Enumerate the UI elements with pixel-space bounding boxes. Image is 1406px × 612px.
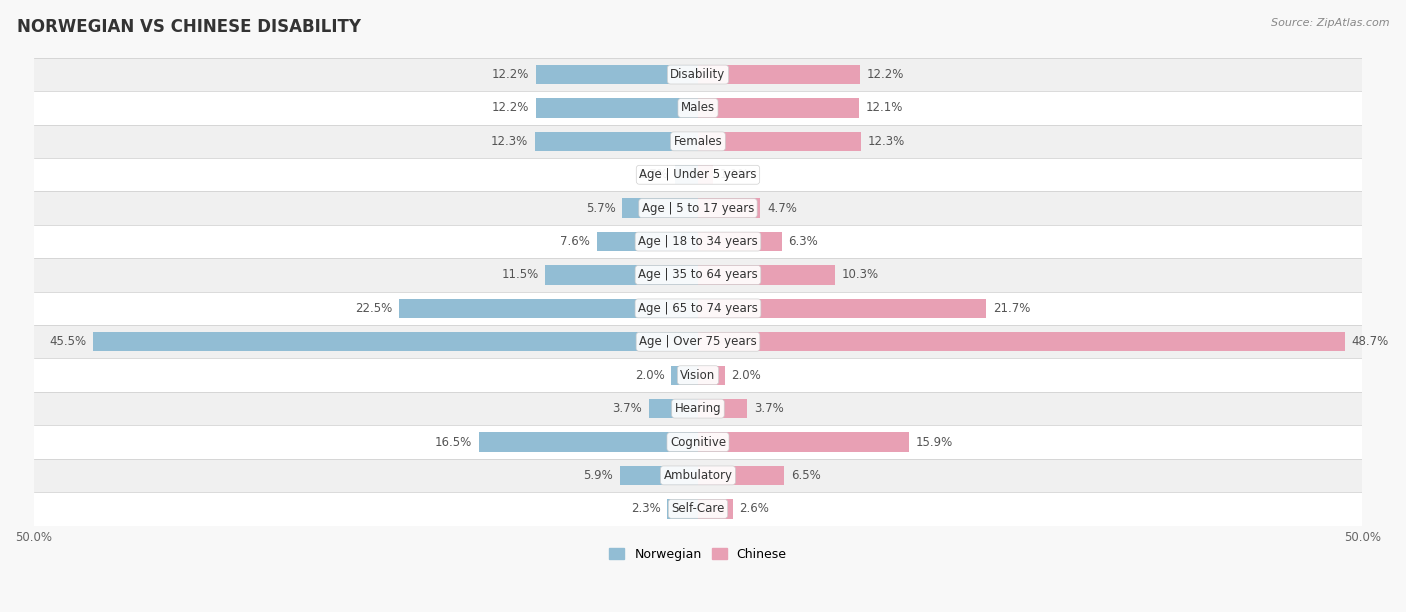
Bar — [478, 432, 697, 452]
Text: 3.7%: 3.7% — [754, 402, 783, 415]
Bar — [697, 466, 785, 485]
Text: Age | Under 5 years: Age | Under 5 years — [640, 168, 756, 181]
Bar — [697, 265, 835, 285]
Text: 11.5%: 11.5% — [502, 269, 538, 282]
Text: 10.3%: 10.3% — [842, 269, 879, 282]
Text: Males: Males — [681, 102, 716, 114]
Text: Age | 65 to 74 years: Age | 65 to 74 years — [638, 302, 758, 315]
Text: 1.1%: 1.1% — [720, 168, 749, 181]
Bar — [697, 165, 713, 184]
Bar — [34, 292, 1362, 325]
Bar — [34, 192, 1362, 225]
Text: 2.6%: 2.6% — [740, 502, 769, 515]
Bar — [34, 359, 1362, 392]
Text: Hearing: Hearing — [675, 402, 721, 415]
Bar — [648, 399, 697, 418]
Bar — [697, 499, 733, 518]
Text: 16.5%: 16.5% — [434, 436, 472, 449]
Bar — [536, 99, 697, 118]
Text: Age | Over 75 years: Age | Over 75 years — [640, 335, 756, 348]
Text: 45.5%: 45.5% — [49, 335, 87, 348]
Text: 7.6%: 7.6% — [561, 235, 591, 248]
Text: Age | 5 to 17 years: Age | 5 to 17 years — [641, 202, 754, 215]
Bar — [697, 432, 910, 452]
Bar — [34, 158, 1362, 192]
Text: 3.7%: 3.7% — [613, 402, 643, 415]
Bar — [697, 65, 860, 84]
Text: Disability: Disability — [671, 68, 725, 81]
Bar — [34, 225, 1362, 258]
Text: 12.3%: 12.3% — [868, 135, 905, 148]
Text: 48.7%: 48.7% — [1351, 335, 1389, 348]
Text: 6.3%: 6.3% — [789, 235, 818, 248]
Text: 12.1%: 12.1% — [866, 102, 903, 114]
Text: 2.0%: 2.0% — [636, 368, 665, 382]
Text: 12.2%: 12.2% — [492, 68, 529, 81]
Text: 2.0%: 2.0% — [731, 368, 761, 382]
Bar — [668, 499, 697, 518]
Bar — [34, 91, 1362, 125]
Bar — [598, 232, 697, 252]
Bar — [697, 198, 761, 218]
Text: Source: ZipAtlas.com: Source: ZipAtlas.com — [1271, 18, 1389, 28]
Text: 12.2%: 12.2% — [866, 68, 904, 81]
Text: 5.9%: 5.9% — [583, 469, 613, 482]
Bar — [697, 99, 859, 118]
Bar — [697, 232, 782, 252]
Text: 12.2%: 12.2% — [492, 102, 529, 114]
Bar — [399, 299, 697, 318]
Bar — [620, 466, 697, 485]
Text: Age | 35 to 64 years: Age | 35 to 64 years — [638, 269, 758, 282]
Text: 1.7%: 1.7% — [638, 168, 669, 181]
Bar — [536, 65, 697, 84]
Bar — [697, 399, 747, 418]
Text: 21.7%: 21.7% — [993, 302, 1031, 315]
Bar — [34, 58, 1362, 91]
Bar — [697, 365, 724, 385]
Bar — [34, 459, 1362, 492]
Bar — [534, 132, 697, 151]
Text: Females: Females — [673, 135, 723, 148]
Bar — [697, 332, 1346, 351]
Text: 4.7%: 4.7% — [768, 202, 797, 215]
Bar — [93, 332, 697, 351]
Text: NORWEGIAN VS CHINESE DISABILITY: NORWEGIAN VS CHINESE DISABILITY — [17, 18, 361, 36]
Text: 6.5%: 6.5% — [792, 469, 821, 482]
Text: Ambulatory: Ambulatory — [664, 469, 733, 482]
Bar — [34, 425, 1362, 459]
Bar — [34, 258, 1362, 292]
Text: 22.5%: 22.5% — [356, 302, 392, 315]
Text: Cognitive: Cognitive — [669, 436, 725, 449]
Bar — [34, 125, 1362, 158]
Bar — [675, 165, 697, 184]
Text: 12.3%: 12.3% — [491, 135, 527, 148]
Text: 15.9%: 15.9% — [915, 436, 953, 449]
Text: 5.7%: 5.7% — [586, 202, 616, 215]
Bar — [697, 132, 862, 151]
Bar — [34, 325, 1362, 359]
Bar — [34, 392, 1362, 425]
Text: Self-Care: Self-Care — [671, 502, 724, 515]
Bar — [34, 492, 1362, 526]
Bar — [672, 365, 697, 385]
Legend: Norwegian, Chinese: Norwegian, Chinese — [605, 543, 792, 566]
Bar — [623, 198, 697, 218]
Text: Age | 18 to 34 years: Age | 18 to 34 years — [638, 235, 758, 248]
Bar — [546, 265, 697, 285]
Bar — [697, 299, 987, 318]
Text: Vision: Vision — [681, 368, 716, 382]
Text: 2.3%: 2.3% — [631, 502, 661, 515]
